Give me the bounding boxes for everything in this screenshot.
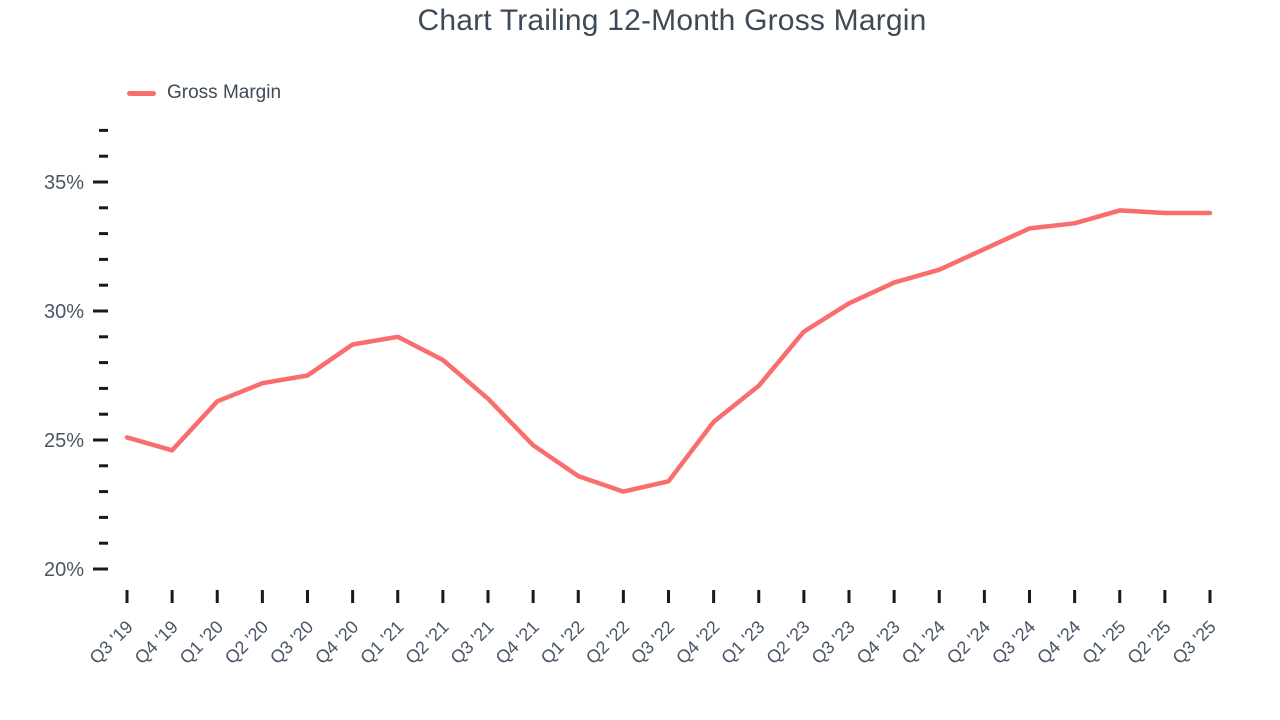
x-axis-tick-label: Q4 '20 xyxy=(311,617,362,668)
x-axis-tick-label: Q2 '22 xyxy=(582,617,633,668)
x-axis-tick-label: Q4 '21 xyxy=(492,617,543,668)
x-axis-tick-label: Q2 '23 xyxy=(762,617,813,668)
x-axis-tick-label: Q1 '22 xyxy=(537,617,588,668)
x-axis-tick-label: Q2 '25 xyxy=(1123,617,1174,668)
x-axis-tick-label: Q1 '21 xyxy=(356,617,407,668)
x-axis-tick-label: Q4 '19 xyxy=(131,617,182,668)
x-axis-tick-label: Q3 '21 xyxy=(447,617,498,668)
x-axis-tick-label: Q3 '25 xyxy=(1169,617,1220,668)
x-axis-tick-label: Q1 '24 xyxy=(898,617,949,668)
x-axis-tick-label: Q4 '23 xyxy=(853,617,904,668)
x-axis-tick-label: Q2 '24 xyxy=(943,617,994,668)
x-axis-tick-label: Q2 '20 xyxy=(221,617,272,668)
x-axis-tick-label: Q3 '23 xyxy=(808,617,859,668)
x-axis-tick-label: Q2 '21 xyxy=(401,617,452,668)
gross-margin-line xyxy=(124,208,1213,494)
x-axis-tick-label: Q3 '24 xyxy=(988,617,1039,668)
y-axis-tick-label: 20% xyxy=(44,559,84,581)
chart-title: Chart Trailing 12-Month Gross Margin xyxy=(417,4,927,37)
legend-label: Gross Margin xyxy=(167,82,282,103)
x-axis-tick-label: Q3 '20 xyxy=(266,617,317,668)
x-axis-tick-label: Q3 '19 xyxy=(86,617,137,668)
y-axis-tick-label: 30% xyxy=(44,301,84,323)
legend-line-swatch xyxy=(127,90,156,96)
x-axis-tick-label: Q1 '23 xyxy=(717,617,768,668)
x-axis-tick-label: Q1 '20 xyxy=(176,617,227,668)
y-axis-tick-label: 35% xyxy=(44,172,84,194)
x-axis-tick-label: Q4 '22 xyxy=(672,617,723,668)
y-axis-tick-label: 25% xyxy=(44,430,84,452)
x-axis-tick-label: Q1 '25 xyxy=(1078,617,1129,668)
legend-item-gross-margin[interactable]: Gross Margin xyxy=(127,82,281,104)
x-axis-tick-label: Q4 '24 xyxy=(1033,617,1084,668)
x-axis-tick-label: Q3 '22 xyxy=(627,617,678,668)
